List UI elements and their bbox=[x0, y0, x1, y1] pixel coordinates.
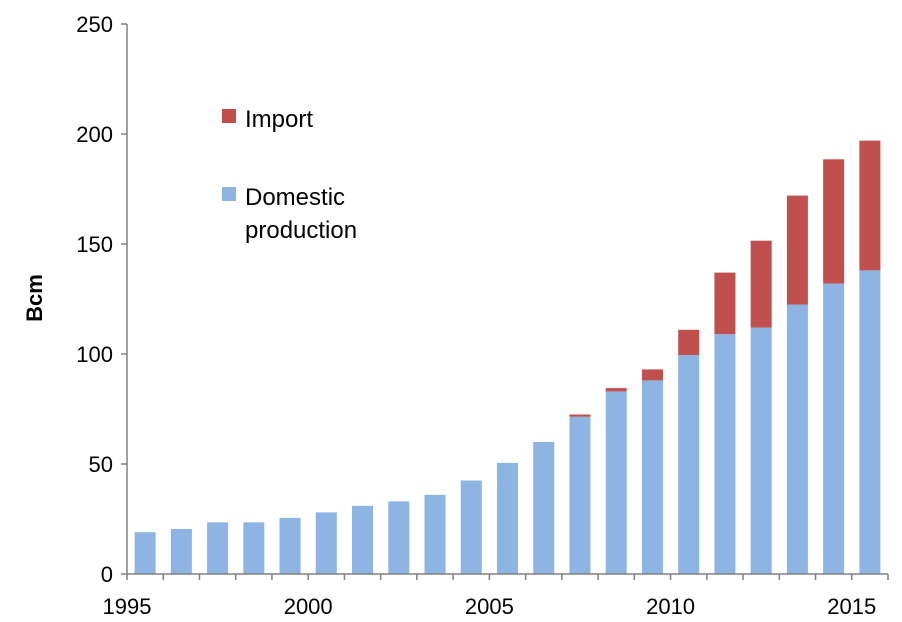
legend-label: Domestic bbox=[245, 184, 345, 211]
domestic-production-bar bbox=[207, 522, 229, 574]
y-tick-label: 200 bbox=[76, 122, 113, 147]
domestic-production-bar bbox=[424, 494, 446, 574]
import-bar bbox=[859, 140, 881, 271]
domestic-production-bar bbox=[533, 442, 555, 574]
x-tick-label: 2005 bbox=[465, 594, 514, 619]
import-bar bbox=[786, 195, 808, 305]
y-tick-label: 0 bbox=[101, 562, 113, 587]
plot-area bbox=[134, 140, 881, 574]
domestic-production-bar bbox=[605, 391, 627, 574]
x-axis-ticks: 1995 2000 2005 2010 2015 bbox=[103, 574, 889, 619]
legend: Import Domestic production bbox=[222, 106, 357, 244]
domestic-production-bar bbox=[352, 505, 374, 574]
domestic-production-bar bbox=[786, 304, 808, 574]
legend-swatch-import bbox=[222, 109, 236, 123]
import-bar bbox=[605, 388, 627, 392]
domestic-production-bar bbox=[134, 532, 156, 574]
domestic-production-bar bbox=[823, 283, 845, 574]
legend-swatch-domestic bbox=[222, 187, 236, 201]
domestic-production-bar bbox=[714, 334, 736, 574]
import-bar bbox=[823, 159, 845, 284]
domestic-production-bar bbox=[388, 501, 410, 574]
y-axis-label: Bcm bbox=[22, 274, 47, 322]
y-axis-ticks: 0 50 100 150 200 250 bbox=[76, 12, 127, 587]
x-tick-label: 2015 bbox=[827, 594, 876, 619]
import-bar bbox=[641, 369, 663, 381]
domestic-production-bar bbox=[859, 270, 881, 574]
domestic-production-bar bbox=[641, 380, 663, 574]
y-tick-label: 250 bbox=[76, 12, 113, 37]
import-bar bbox=[714, 272, 736, 335]
domestic-production-bar bbox=[460, 480, 482, 574]
domestic-production-bar bbox=[315, 512, 337, 574]
domestic-production-bar bbox=[279, 517, 301, 574]
domestic-production-bar bbox=[750, 327, 772, 574]
import-bar bbox=[678, 329, 700, 356]
y-tick-label: 50 bbox=[89, 452, 113, 477]
x-tick-label: 2000 bbox=[284, 594, 333, 619]
domestic-production-bar bbox=[569, 416, 591, 574]
x-tick-label: 2010 bbox=[646, 594, 695, 619]
domestic-production-bar bbox=[243, 522, 265, 574]
x-tick-label: 1995 bbox=[103, 594, 152, 619]
domestic-production-bar bbox=[496, 462, 519, 574]
legend-label: production bbox=[245, 217, 357, 244]
y-tick-label: 100 bbox=[76, 342, 113, 367]
domestic-production-bar bbox=[170, 528, 192, 574]
import-bar bbox=[750, 240, 772, 328]
legend-label: Import bbox=[245, 106, 313, 133]
y-tick-label: 150 bbox=[76, 232, 113, 257]
import-bar bbox=[569, 414, 591, 417]
domestic-production-bar bbox=[678, 355, 700, 574]
